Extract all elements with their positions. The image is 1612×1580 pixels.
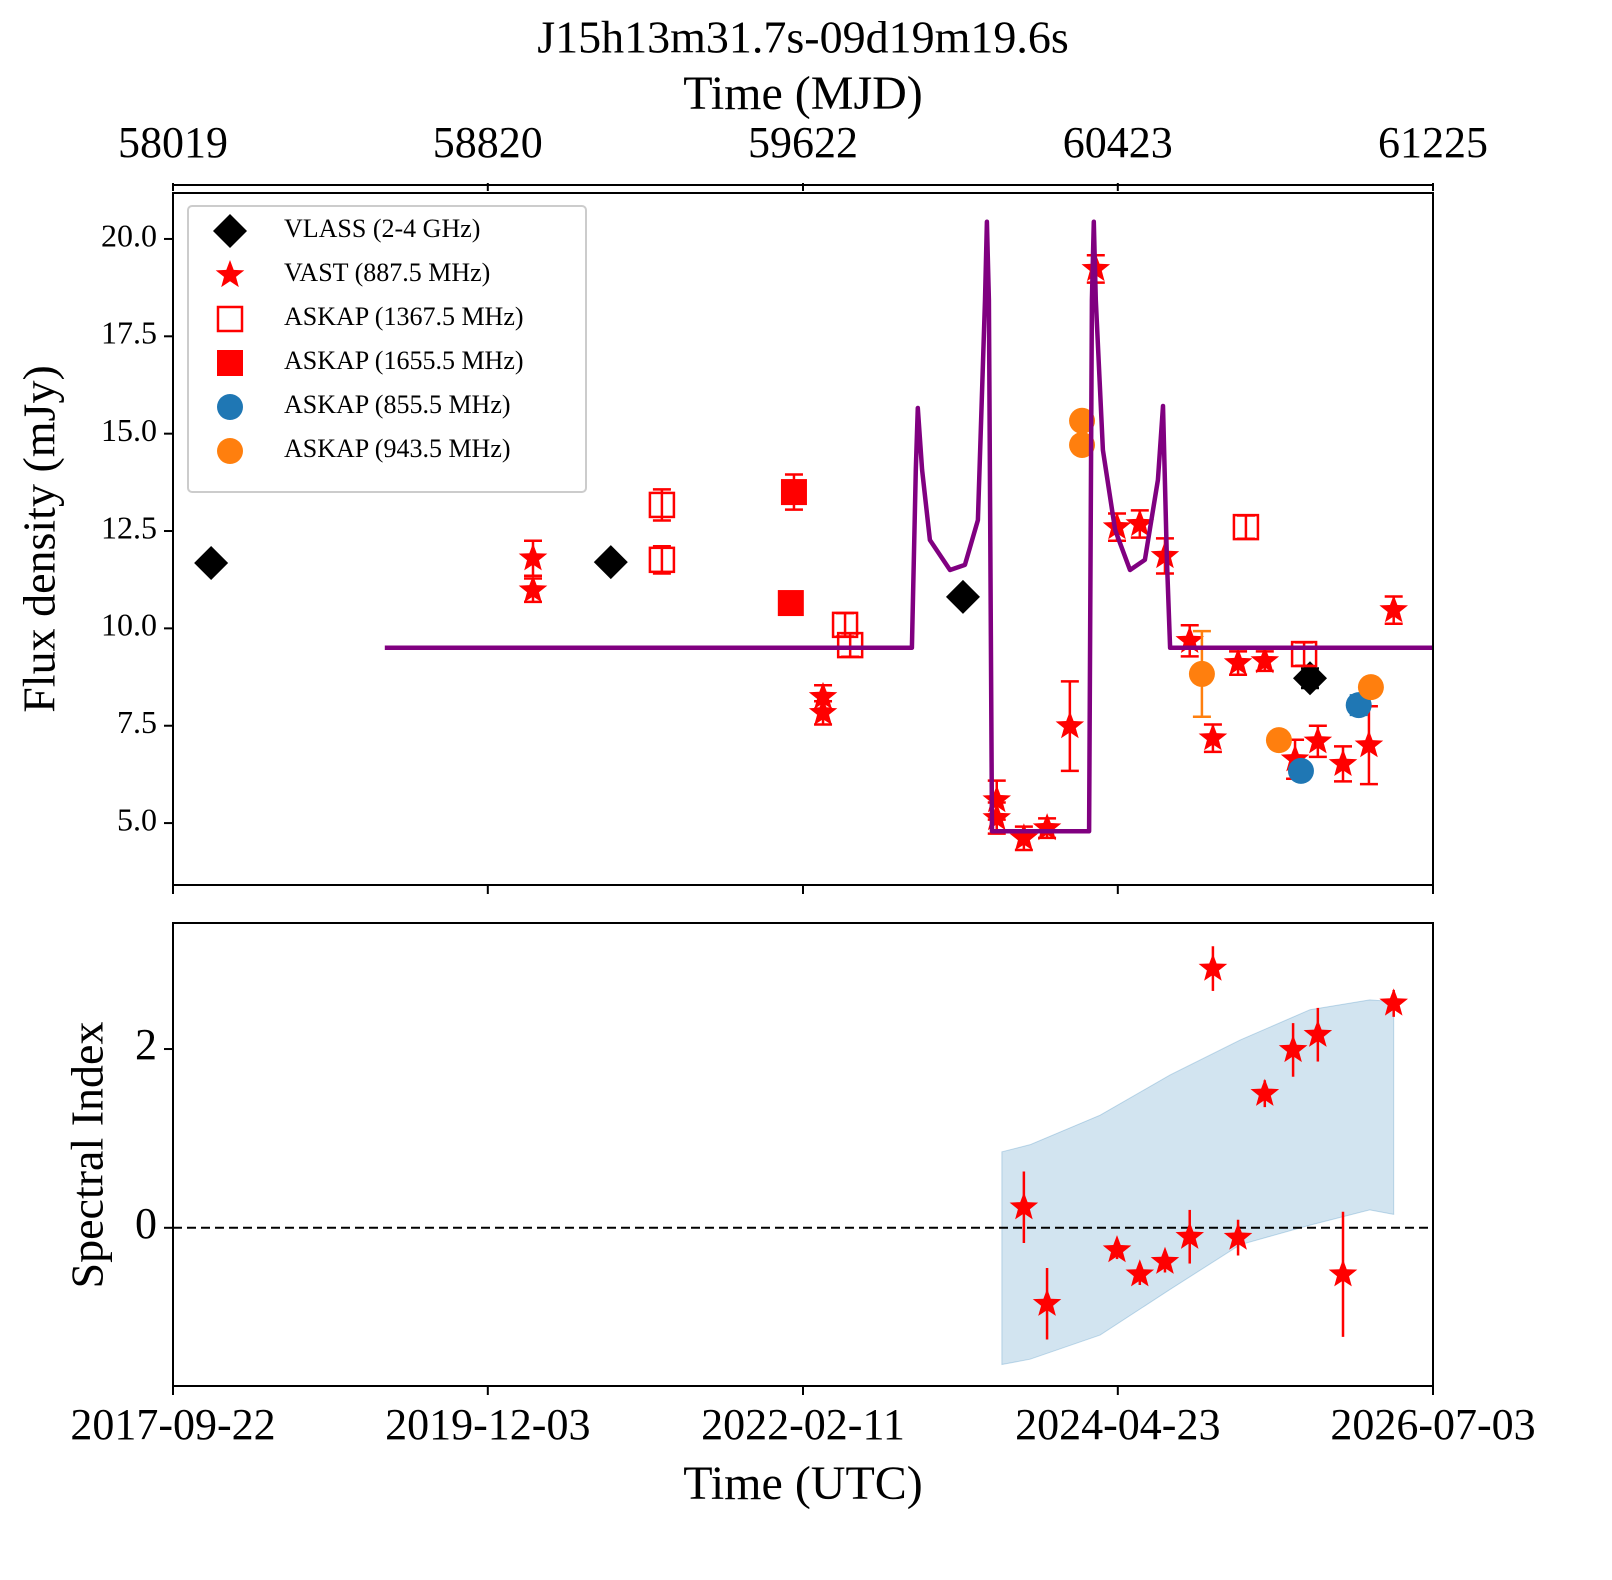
star-marker [1032,1288,1062,1316]
x-axis-label-top: Time (MJD) [683,67,923,120]
x-axis-label: Time (UTC) [683,1457,923,1510]
y-tick-label: 20.0 [101,217,157,253]
star-marker [1150,1246,1180,1274]
y-tick-label: 5.0 [117,801,157,837]
y-tick-label: 15.0 [101,412,157,448]
x-tick-label-top: 58019 [118,118,228,167]
open-square-marker [831,611,859,639]
star-marker [808,697,838,725]
legend-label: ASKAP (1367.5 MHz) [284,302,524,331]
x-tick-label: 2019-12-03 [385,1400,590,1449]
open-square-marker [216,305,244,333]
star-marker [1125,509,1155,537]
circle-marker [217,394,243,420]
star-marker [1055,711,1085,739]
star-marker [1379,988,1408,1016]
square-marker [217,350,243,376]
diamond-marker [213,214,247,248]
star-marker [1328,1259,1358,1287]
model-line [384,219,1433,834]
star-marker [1379,595,1408,623]
star-marker [1278,1034,1308,1063]
star-marker [1125,1259,1155,1287]
legend-label: VLASS (2-4 GHz) [284,214,480,243]
star-marker [1354,730,1384,758]
star-marker [1303,1019,1333,1047]
x-tick-label-top: 60423 [1063,118,1173,167]
diamond-marker [1292,661,1327,696]
y-tick-label: 17.5 [101,315,157,351]
star-marker [215,260,245,288]
legend-label: ASKAP (943.5 MHz) [284,434,511,463]
open-square-marker [648,546,676,574]
x-tick-label: 2026-07-03 [1330,1400,1535,1449]
y-axis-label: Flux density (mJy) [14,365,65,713]
y-tick-label: 0 [135,1199,157,1248]
star-marker [1303,726,1333,754]
y-tick-label: 2 [135,1020,157,1069]
y-tick-label: 10.0 [101,607,157,643]
diamond-marker [593,545,628,580]
diamond-marker [194,545,229,580]
square-marker [780,479,807,506]
star-marker [518,575,548,603]
star-marker [1280,744,1310,772]
star-marker [808,681,838,709]
star-marker [1250,1078,1280,1106]
star-marker [1175,625,1204,653]
open-square-marker [836,631,864,659]
star-marker [982,803,1011,831]
star-marker [1032,813,1062,841]
star-marker [1009,823,1039,851]
x-tick-label-top: 61225 [1378,118,1488,167]
legend-label: VAST (887.5 MHz) [284,258,490,287]
legend-label: ASKAP (855.5 MHz) [284,390,511,419]
star-marker [1009,1192,1039,1220]
circle-marker [1287,757,1314,784]
x-tick-label: 2022-02-11 [701,1400,905,1449]
plot-frame [172,922,1434,1387]
star-marker [1175,1221,1204,1249]
circle-marker [1357,674,1384,701]
x-tick-label-top: 58820 [433,118,543,167]
circle-marker [1069,431,1096,458]
star-marker [518,543,548,571]
star-marker [1198,953,1228,981]
y-axis-label: Spectral Index [62,1022,113,1289]
plot-frame [172,192,1434,886]
star-marker [1198,723,1228,751]
star-marker [982,785,1011,813]
circle-marker [1069,407,1096,434]
square-marker [777,590,804,617]
star-marker [1223,648,1253,676]
star-marker [1223,1222,1253,1250]
legend-box [187,205,587,493]
legend-label: ASKAP (1655.5 MHz) [284,346,524,375]
circle-marker [1188,660,1215,687]
open-square-marker [648,491,676,519]
circle-marker [217,438,243,464]
y-tick-label: 12.5 [101,509,157,545]
y-tick-label: 7.5 [117,704,157,740]
diamond-marker [945,579,980,614]
open-square-marker [1232,513,1260,541]
confidence-band [1001,999,1395,1366]
x-tick-label: 2024-04-23 [1015,1400,1220,1449]
star-marker [1328,748,1358,776]
open-square-marker [1290,640,1318,668]
star-marker [1102,1235,1132,1263]
star-marker [1102,512,1132,540]
x-tick-label: 2017-09-22 [70,1400,275,1449]
circle-marker [1265,727,1292,754]
x-tick-label-top: 59622 [748,118,858,167]
chart-title: J15h13m31.7s-09d19m19.6s [537,12,1069,63]
star-marker [1250,646,1280,674]
